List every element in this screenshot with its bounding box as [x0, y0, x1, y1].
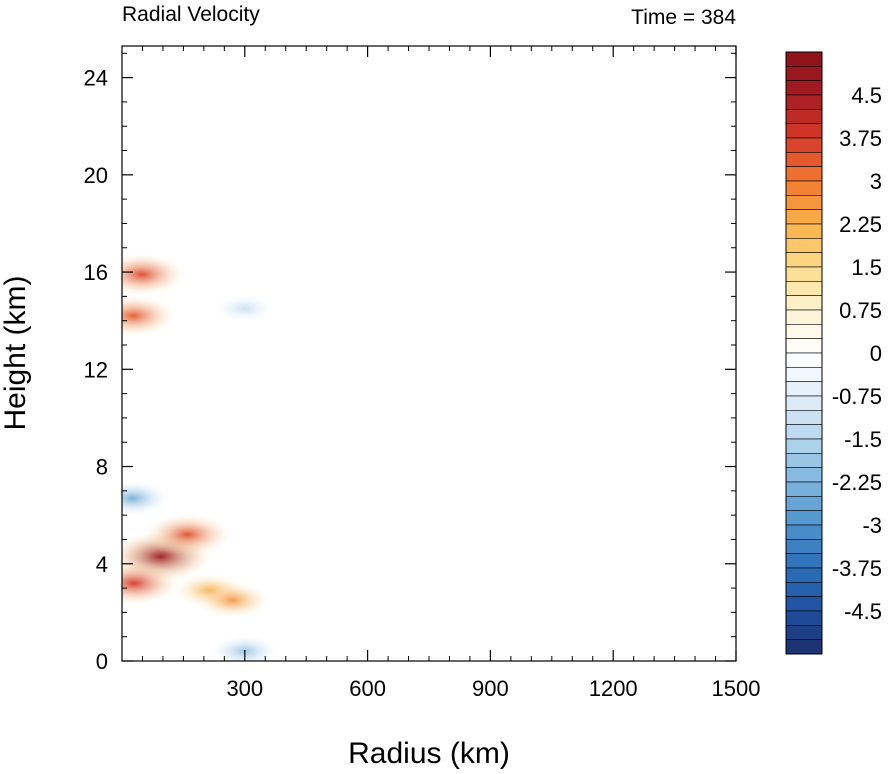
colorbar-label: 0: [870, 341, 882, 366]
colorbar-box: [785, 152, 823, 167]
x-axis-title: Radius (km): [348, 737, 510, 770]
velocity-feature: [122, 295, 176, 337]
colorbar-box: [785, 338, 823, 354]
colorbar: [785, 51, 823, 655]
colorbar-label: 3.75: [839, 126, 882, 151]
colorbar-label: -1.5: [844, 427, 882, 452]
y-tick-label: 16: [84, 260, 108, 285]
colorbar-box: [785, 596, 823, 612]
velocity-feature: [194, 582, 271, 619]
colorbar-box: [785, 553, 823, 569]
colorbar-label: -0.75: [832, 384, 882, 409]
chart-title: Radial Velocity: [122, 3, 260, 26]
y-tick-label: 0: [96, 649, 108, 674]
axis-ticks: [122, 46, 737, 662]
colorbar-box: [785, 295, 823, 311]
velocity-feature: [211, 635, 279, 661]
colorbar-box: [785, 80, 823, 96]
colorbar-box: [785, 410, 823, 425]
x-tick-label: 1500: [712, 676, 761, 701]
y-tick-label: 24: [84, 66, 108, 91]
colorbar-box: [785, 223, 823, 239]
colorbar-box: [785, 438, 823, 454]
y-tick-label: 4: [96, 552, 108, 577]
colorbar-box: [785, 266, 823, 282]
velocity-field: [122, 253, 279, 661]
colorbar-label: 2.25: [839, 212, 882, 237]
colorbar-box: [785, 238, 823, 253]
colorbar-box: [785, 281, 823, 296]
colorbar-box: [785, 209, 823, 225]
x-tick-label: 300: [226, 676, 263, 701]
colorbar-label: 4.5: [851, 83, 882, 108]
velocity-feature: [144, 514, 231, 556]
y-axis-title: Height (km): [0, 275, 32, 430]
time-label: Time = 384: [631, 6, 736, 29]
colorbar-label: -2.25: [832, 470, 882, 495]
velocity-feature: [122, 480, 169, 516]
colorbar-box: [785, 195, 823, 210]
y-tick-label: 20: [84, 163, 108, 188]
colorbar-box: [785, 252, 823, 268]
y-tick-label: 8: [96, 455, 108, 480]
colorbar-box: [785, 324, 823, 339]
colorbar-box: [785, 367, 823, 382]
colorbar-box: [785, 180, 823, 196]
colorbar-box: [785, 625, 823, 640]
colorbar-box: [785, 109, 823, 124]
colorbar-labels: 4.5 3.75 3 2.25 1.5 0.75 0 -0.75 -1.5 -2.25 -3 -3.7…: [832, 83, 882, 624]
colorbar-label: -3: [862, 513, 882, 538]
velocity-feature: [122, 253, 186, 296]
x-tick-label: 600: [349, 676, 386, 701]
colorbar-box: [785, 352, 823, 368]
x-tick-label: 1200: [589, 676, 638, 701]
colorbar-label: 0.75: [839, 298, 882, 323]
x-tick-labels: 300 600 900 1200 1500: [226, 676, 760, 701]
colorbar-box: [785, 453, 823, 468]
colorbar-box: [785, 309, 823, 325]
colorbar-box: [785, 137, 823, 153]
colorbar-label: 1.5: [851, 255, 882, 280]
colorbar-box: [785, 381, 823, 397]
colorbar-box: [785, 123, 823, 139]
colorbar-label: -3.75: [832, 556, 882, 581]
colorbar-box: [785, 424, 823, 440]
colorbar-box: [785, 567, 823, 583]
colorbar-box: [785, 51, 823, 67]
colorbar-label: 3: [870, 169, 882, 194]
colorbar-box: [785, 639, 823, 655]
colorbar-frame: [785, 51, 823, 655]
x-tick-label: 900: [472, 676, 509, 701]
plot-area: [122, 46, 736, 661]
velocity-feature: [215, 294, 274, 323]
colorbar-box: [785, 524, 823, 540]
colorbar-box: [785, 66, 823, 81]
colorbar-label: -4.5: [844, 599, 882, 624]
colorbar-box: [785, 395, 823, 411]
y-tick-labels: 0 4 8 12 16 20 24: [84, 66, 108, 674]
colorbar-box: [785, 582, 823, 597]
colorbar-box: [785, 539, 823, 554]
colorbar-box: [785, 496, 823, 511]
colorbar-box: [785, 94, 823, 110]
y-tick-label: 12: [84, 357, 108, 382]
velocity-feature: [122, 561, 180, 605]
colorbar-box: [785, 481, 823, 497]
colorbar-box: [785, 510, 823, 526]
colorbar-box: [785, 467, 823, 483]
colorbar-box: [785, 610, 823, 626]
colorbar-box: [785, 166, 823, 182]
